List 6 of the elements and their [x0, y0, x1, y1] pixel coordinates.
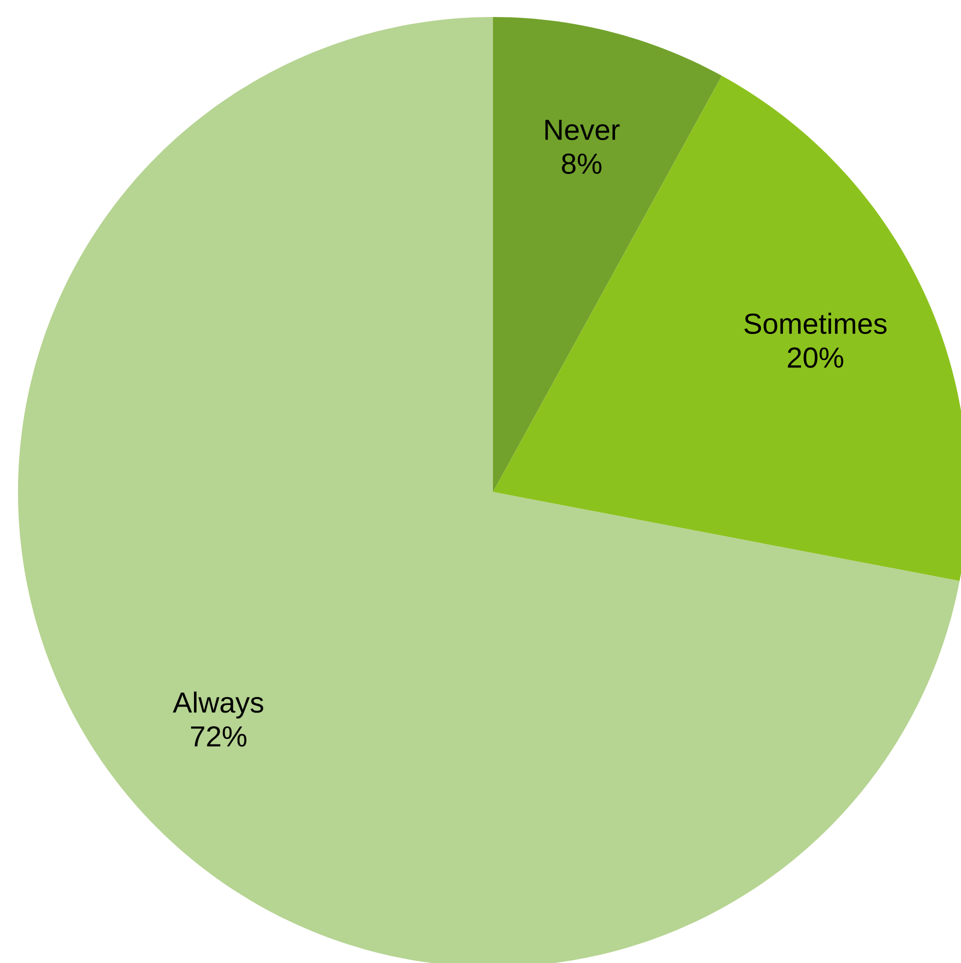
- slice-label: Always: [172, 692, 264, 719]
- slice-label: Sometimes: [744, 312, 887, 334]
- data-label: 20%: [788, 347, 844, 368]
- data-label: 8%: [562, 154, 602, 174]
- slice-label: Never: [545, 120, 620, 140]
- data-label: 72%: [191, 726, 246, 747]
